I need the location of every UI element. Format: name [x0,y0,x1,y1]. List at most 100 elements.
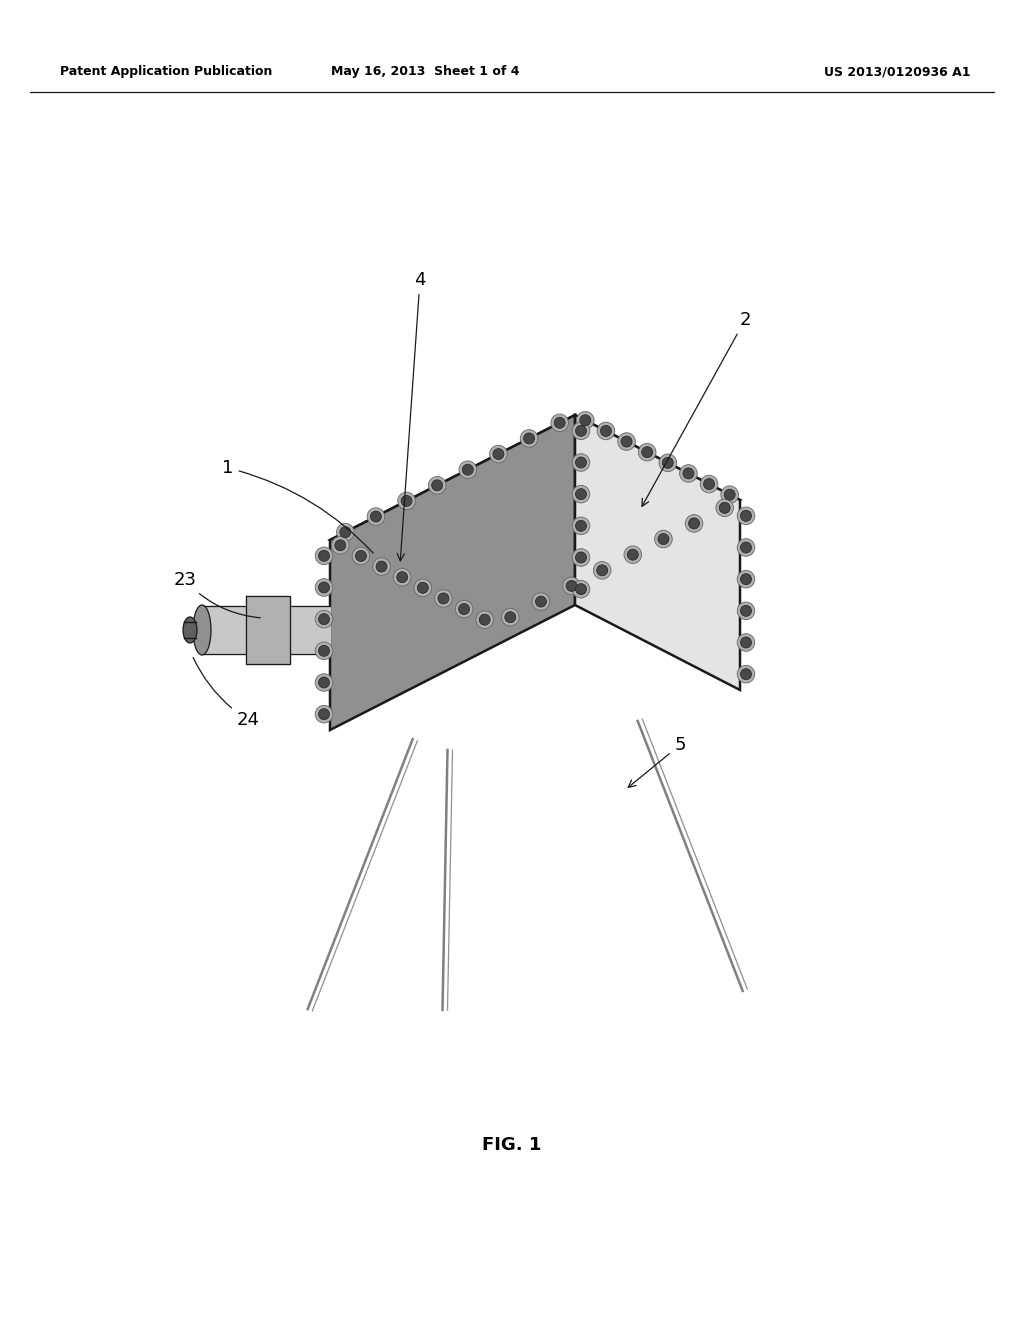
Polygon shape [575,414,740,690]
Circle shape [575,520,587,532]
Circle shape [740,606,752,616]
Circle shape [642,446,652,458]
Circle shape [459,603,470,615]
Circle shape [418,582,428,593]
Circle shape [683,467,694,479]
Circle shape [575,488,587,500]
Circle shape [373,558,390,576]
Circle shape [520,429,538,447]
Circle shape [315,673,333,692]
Polygon shape [246,597,290,664]
Circle shape [575,425,587,437]
Circle shape [554,417,565,428]
Circle shape [737,570,755,587]
Polygon shape [202,606,330,653]
Circle shape [315,546,333,565]
Circle shape [575,552,587,564]
Circle shape [393,569,411,586]
Text: 2: 2 [642,312,751,507]
Circle shape [551,414,568,432]
Text: US 2013/0120936 A1: US 2013/0120936 A1 [823,66,970,78]
Circle shape [628,549,638,560]
Circle shape [318,709,330,719]
Circle shape [737,665,755,682]
Circle shape [536,597,547,607]
Circle shape [737,602,755,619]
Circle shape [532,593,550,610]
Circle shape [493,449,504,459]
Circle shape [340,527,351,537]
Circle shape [572,454,590,471]
Circle shape [401,495,412,507]
Circle shape [318,614,330,624]
Circle shape [700,475,718,492]
Circle shape [352,546,370,565]
Text: 5: 5 [629,737,686,787]
Circle shape [414,579,431,597]
Circle shape [505,611,516,623]
Circle shape [397,492,416,510]
Circle shape [318,645,330,656]
Circle shape [572,581,590,598]
Circle shape [737,539,755,556]
Circle shape [376,561,387,572]
Circle shape [622,436,632,447]
Circle shape [597,422,614,440]
Text: 1: 1 [222,459,373,553]
Circle shape [563,577,581,595]
Text: 23: 23 [173,572,260,618]
Circle shape [371,511,381,523]
Circle shape [332,536,349,554]
Circle shape [476,611,494,628]
Circle shape [489,445,507,463]
Circle shape [659,454,677,471]
Circle shape [740,543,752,553]
Circle shape [703,479,715,490]
Polygon shape [330,414,740,624]
Circle shape [577,412,594,429]
Circle shape [335,540,346,550]
Circle shape [572,517,590,535]
Circle shape [566,581,578,591]
Circle shape [624,546,642,564]
Circle shape [432,479,442,491]
Circle shape [688,517,699,529]
Circle shape [580,414,591,426]
Circle shape [396,572,408,582]
Circle shape [459,461,476,478]
Circle shape [593,561,611,579]
Circle shape [740,669,752,680]
Circle shape [685,515,702,532]
Text: FIG. 1: FIG. 1 [482,1137,542,1154]
Circle shape [438,593,449,605]
Circle shape [597,565,607,576]
Circle shape [315,610,333,628]
Circle shape [721,486,738,503]
Circle shape [368,508,385,525]
Circle shape [737,634,755,651]
Text: Patent Application Publication: Patent Application Publication [60,66,272,78]
Circle shape [434,590,453,607]
Circle shape [479,614,490,626]
Circle shape [575,583,587,595]
Circle shape [617,433,635,450]
Circle shape [355,550,367,561]
Circle shape [658,533,669,545]
Polygon shape [330,414,575,730]
Circle shape [315,705,333,723]
Circle shape [572,422,590,440]
Circle shape [318,550,330,561]
Circle shape [502,609,519,626]
Circle shape [315,642,333,660]
Text: 24: 24 [194,657,259,729]
Circle shape [719,503,730,513]
Circle shape [716,499,733,516]
Circle shape [724,490,735,500]
Circle shape [575,457,587,469]
Circle shape [737,507,755,524]
Circle shape [740,511,752,521]
Circle shape [318,677,330,688]
Circle shape [663,457,674,469]
Circle shape [428,477,446,494]
Circle shape [315,578,333,597]
